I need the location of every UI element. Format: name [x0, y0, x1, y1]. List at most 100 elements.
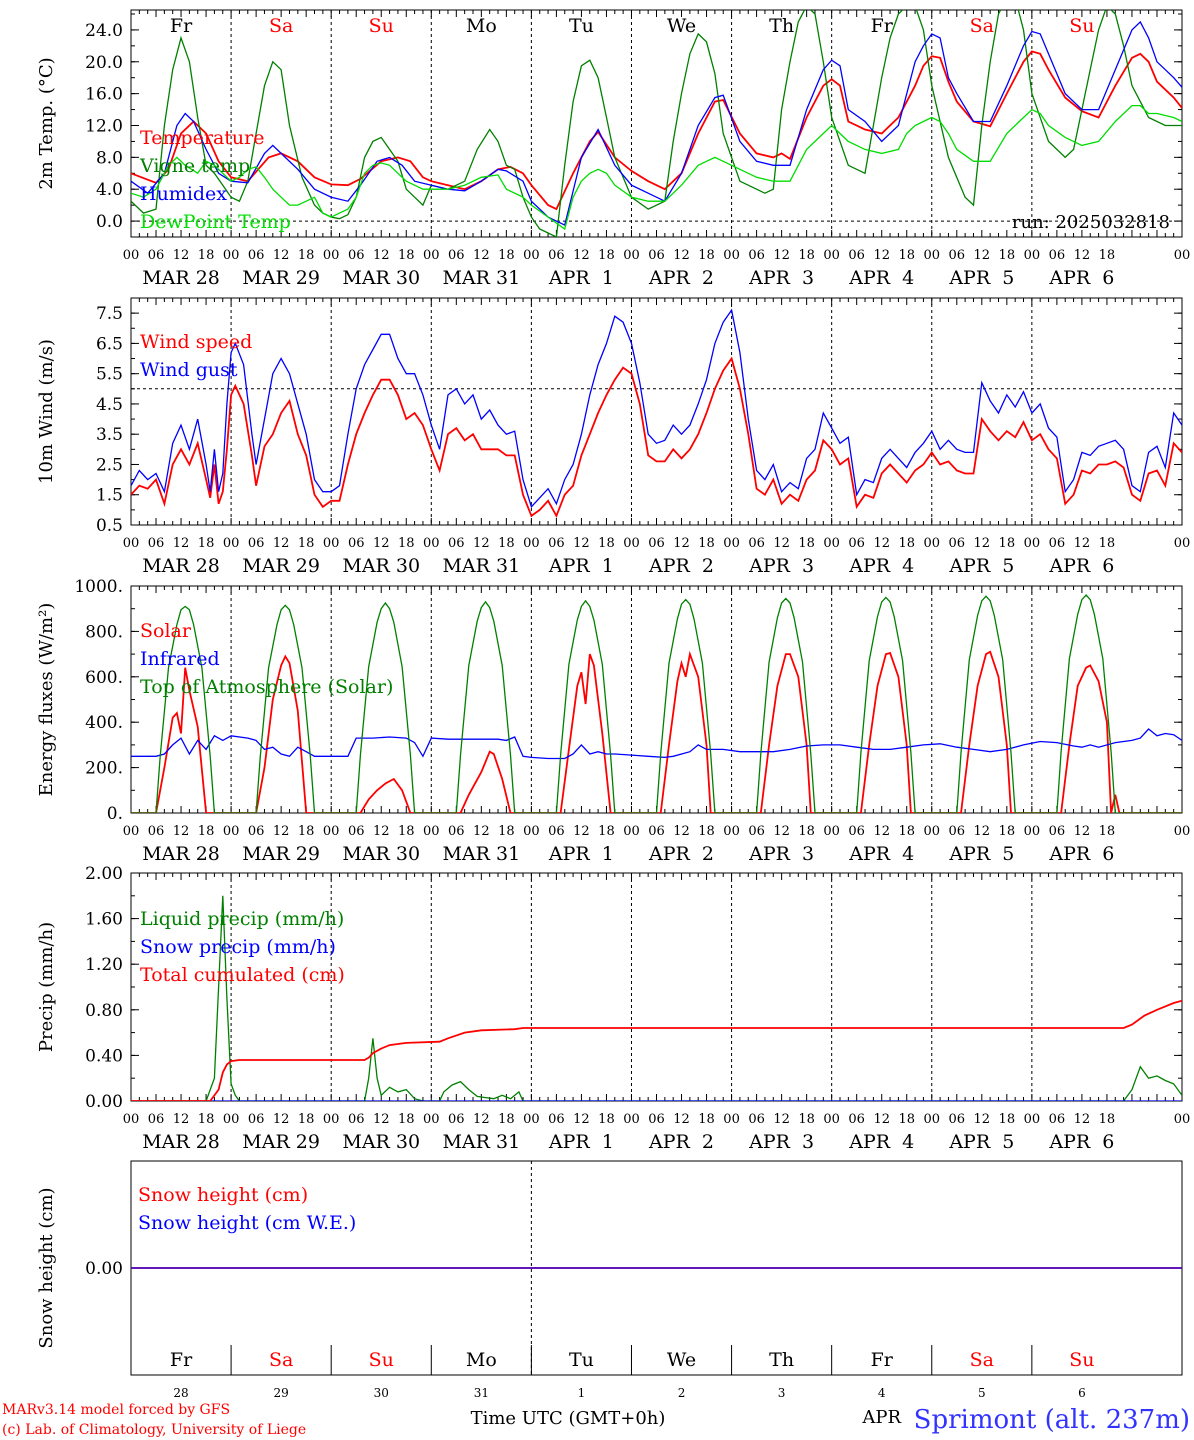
hour-tick-label: 12 [473, 824, 490, 839]
hour-tick-label: 12 [473, 248, 490, 263]
hour-tick-label: 00 [623, 536, 640, 551]
hour-tick-label: 06 [548, 536, 565, 551]
hour-tick-label: 06 [748, 824, 765, 839]
hour-tick-label: 06 [448, 536, 465, 551]
hour-tick-label: 00 [1174, 248, 1191, 263]
hour-tick-label: 12 [974, 824, 991, 839]
date-label: APR 6 [1048, 843, 1114, 865]
date-label: MAR 29 [242, 267, 320, 289]
hour-tick-label: 18 [898, 1112, 915, 1127]
day-number-label: 1 [578, 1386, 586, 1400]
hour-tick-label: 06 [848, 824, 865, 839]
date-label: APR 1 [548, 843, 614, 865]
y-tick-label: 0. [107, 804, 123, 824]
legend-entry: Temperature [140, 127, 264, 149]
y-tick-label: 600. [85, 668, 123, 688]
weekday-label: Fr [871, 15, 894, 37]
credit-line-2: (c) Lab. of Climatology, University of L… [2, 1422, 306, 1438]
hour-tick-label: 06 [1049, 248, 1066, 263]
y-tick-label: 0.00 [85, 1092, 123, 1112]
hour-tick-label: 06 [548, 824, 565, 839]
legend-entry: Snow height (cm W.E.) [138, 1212, 356, 1234]
hour-tick-label: 12 [373, 536, 390, 551]
date-label: MAR 29 [242, 843, 320, 865]
hour-tick-label: 06 [949, 248, 966, 263]
hour-tick-label: 06 [1049, 824, 1066, 839]
hour-tick-label: 00 [923, 824, 940, 839]
series-line-temperature [131, 50, 1182, 211]
hour-tick-label: 00 [1024, 824, 1041, 839]
y-tick-label: 16.0 [85, 85, 123, 105]
y-tick-label: 12.0 [85, 116, 123, 136]
hour-tick-label: 00 [523, 1112, 540, 1127]
y-tick-label: 3.5 [96, 425, 123, 445]
series-line-humidex [131, 20, 1182, 227]
hour-tick-label: 18 [598, 248, 615, 263]
hour-tick-label: 00 [423, 1112, 440, 1127]
hour-tick-label: 12 [473, 536, 490, 551]
date-label: APR 1 [548, 1131, 614, 1153]
hour-tick-label: 00 [723, 248, 740, 263]
date-label: APR 3 [748, 267, 814, 289]
weekday-label: Fr [170, 15, 193, 37]
date-label: MAR 31 [442, 1131, 520, 1153]
y-tick-label: 5.5 [96, 365, 123, 385]
date-label: APR 2 [648, 267, 714, 289]
weekday-label: Sa [269, 1349, 293, 1371]
hour-tick-label: 00 [323, 248, 340, 263]
y-tick-label: 7.5 [96, 304, 123, 324]
series-line-solar [131, 650, 1182, 813]
hour-tick-label: 00 [523, 248, 540, 263]
date-label: APR 6 [1048, 555, 1114, 577]
hour-tick-label: 18 [498, 824, 515, 839]
hour-tick-label: 18 [398, 248, 415, 263]
hour-tick-label: 00 [723, 1112, 740, 1127]
hour-tick-label: 12 [1074, 536, 1091, 551]
weekday-label: Sa [970, 15, 994, 37]
hour-tick-label: 12 [673, 248, 690, 263]
hour-tick-label: 12 [873, 536, 890, 551]
hour-tick-label: 12 [173, 248, 190, 263]
hour-tick-label: 18 [498, 536, 515, 551]
x-axis-label: Time UTC (GMT+0h) [471, 1408, 666, 1429]
hour-tick-label: 18 [198, 248, 215, 263]
hour-tick-label: 06 [748, 248, 765, 263]
hour-tick-label: 18 [598, 1112, 615, 1127]
date-label: APR 4 [848, 1131, 914, 1153]
weekday-label: We [667, 15, 696, 37]
hour-tick-label: 06 [448, 1112, 465, 1127]
day-number-label: 6 [1078, 1386, 1086, 1400]
hour-tick-label: 00 [323, 536, 340, 551]
legend-entry: Snow height (cm) [138, 1184, 308, 1206]
hour-tick-label: 12 [573, 824, 590, 839]
hour-tick-label: 00 [823, 536, 840, 551]
y-tick-label: 24.0 [85, 21, 123, 41]
hour-tick-label: 12 [273, 248, 290, 263]
hour-tick-label: 12 [573, 536, 590, 551]
date-label: MAR 31 [442, 843, 520, 865]
hour-tick-label: 18 [898, 248, 915, 263]
hour-tick-label: 12 [273, 1112, 290, 1127]
hour-tick-label: 18 [798, 248, 815, 263]
hour-tick-label: 06 [1049, 1112, 1066, 1127]
series-line-top-of-atmosphere-solar- [131, 594, 1182, 813]
weekday-label: Th [769, 1349, 794, 1371]
hour-tick-label: 06 [248, 248, 265, 263]
hour-tick-label: 12 [273, 824, 290, 839]
weekday-label: Tu [569, 1349, 594, 1371]
hour-tick-label: 18 [999, 1112, 1016, 1127]
hour-tick-label: 00 [823, 824, 840, 839]
y-tick-label: 800. [85, 622, 123, 642]
hour-tick-label: 18 [398, 536, 415, 551]
date-label: APR 5 [948, 555, 1014, 577]
date-label: APR 4 [848, 555, 914, 577]
hour-tick-label: 06 [448, 248, 465, 263]
series-line-wind-gust [131, 308, 1182, 509]
hour-tick-label: 18 [898, 824, 915, 839]
weekday-label: Fr [170, 1349, 193, 1371]
hour-tick-label: 18 [1099, 824, 1116, 839]
panel-snow: 0.00 Snow height (cm) Snow height (cm) Snow… [36, 1160, 1183, 1428]
station-name: Sprimont (alt. 237m) [914, 1405, 1190, 1435]
hour-tick-label: 18 [298, 248, 315, 263]
